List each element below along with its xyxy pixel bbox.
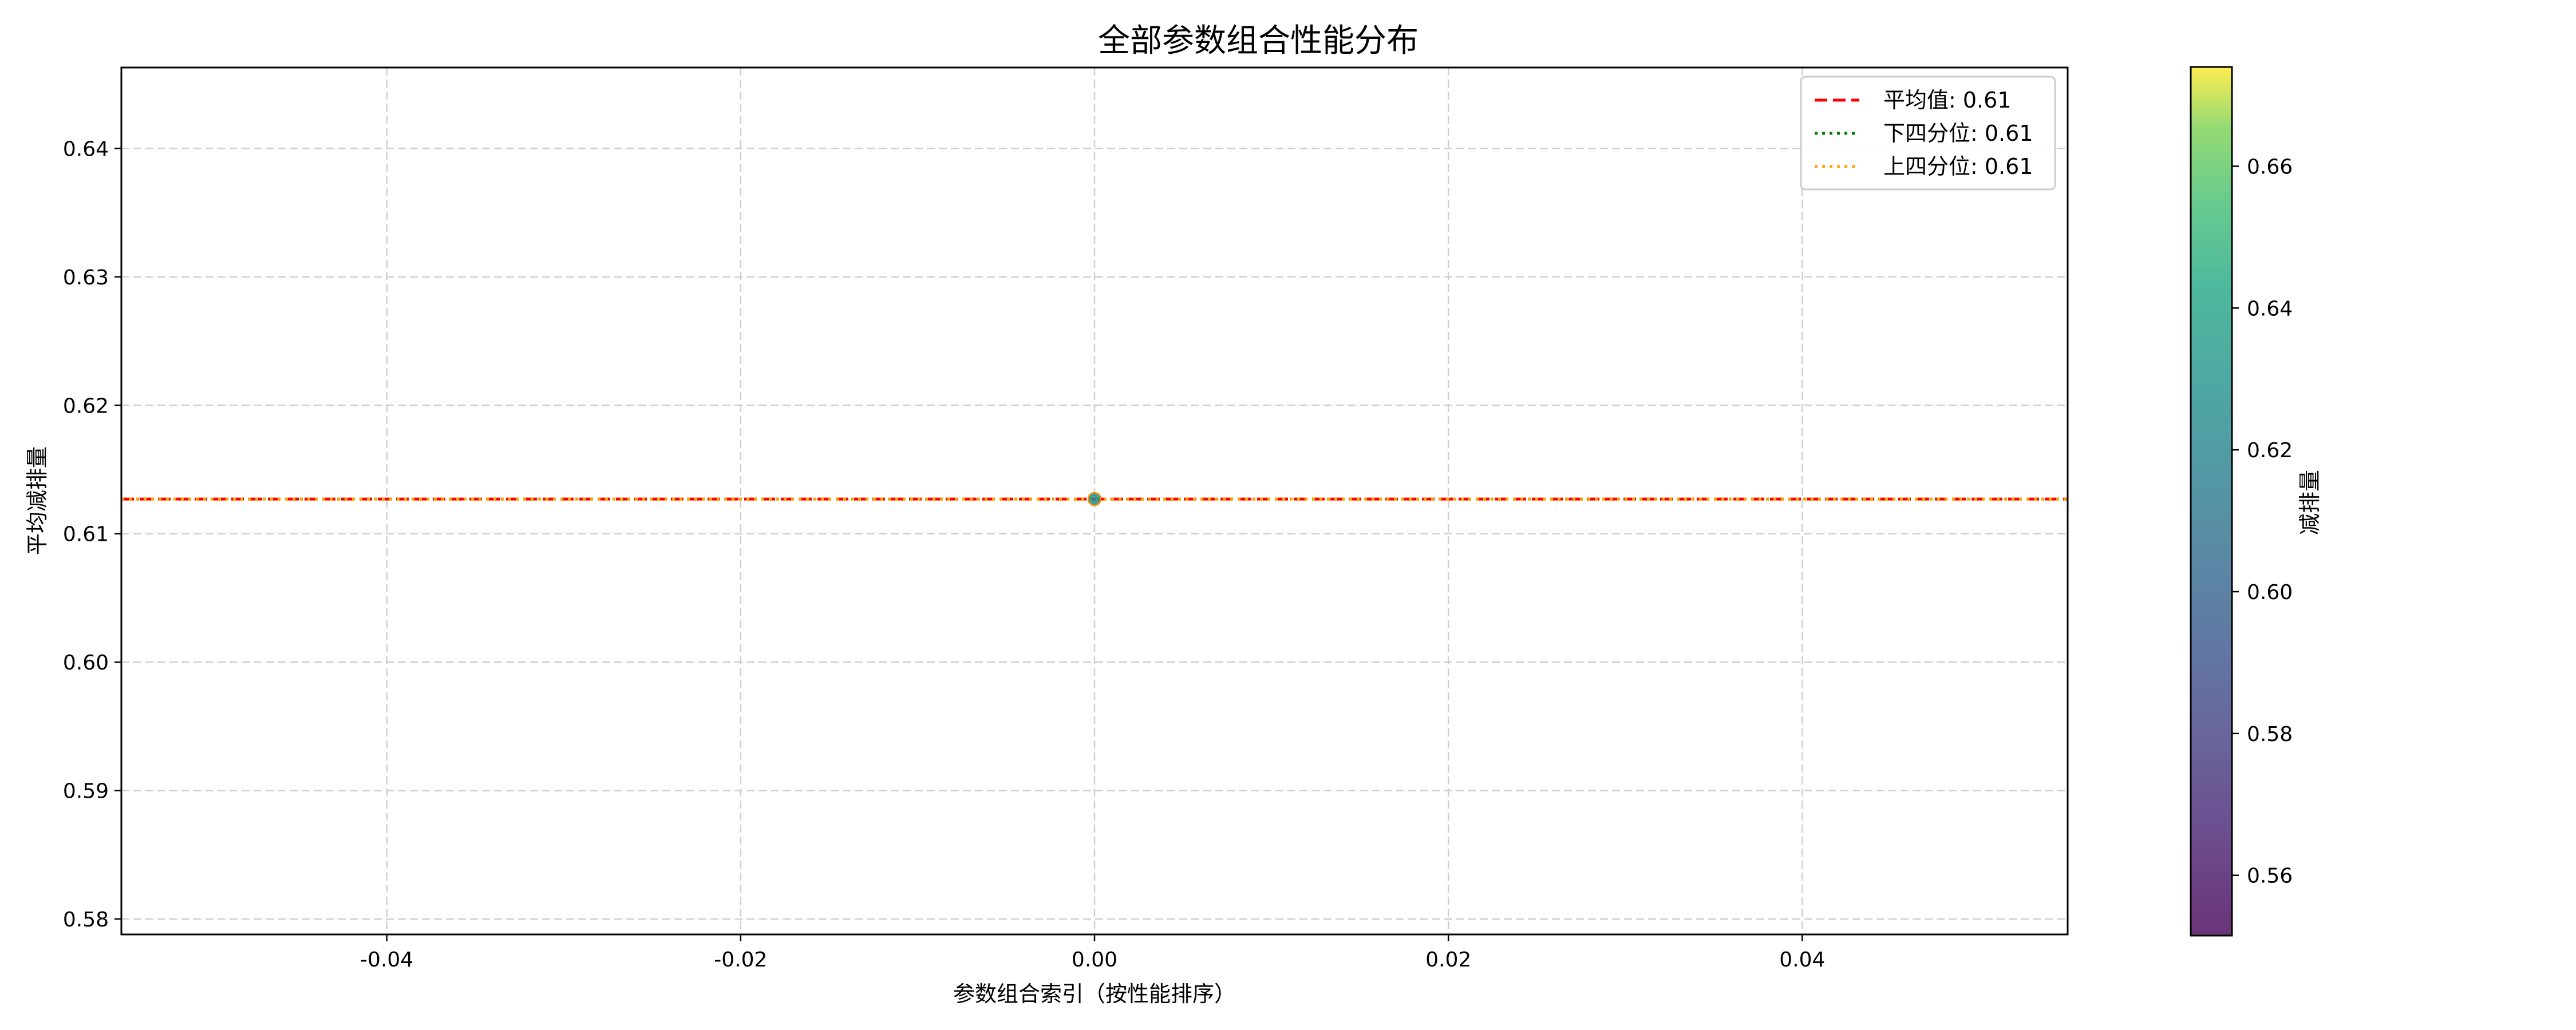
colorbar-tick-label: 0.58 <box>2247 723 2293 746</box>
y-tick-label: 0.62 <box>63 394 109 418</box>
colorbar-tick-label: 0.62 <box>2247 439 2293 462</box>
x-tick-label: -0.02 <box>714 948 767 972</box>
x-axis-label: 参数组合索引（按性能排序） <box>953 981 1236 1007</box>
y-tick-label: 0.58 <box>63 908 109 932</box>
y-tick-label: 0.64 <box>63 137 109 161</box>
legend-box <box>1800 76 2056 191</box>
y-axis-label: 平均减排量 <box>25 446 50 555</box>
colorbar-gradient <box>2190 66 2233 937</box>
colorbar-tick-label: 0.64 <box>2247 297 2293 320</box>
data-point <box>1087 492 1102 506</box>
colorbar: 0.56 0.58 0.60 0.62 0.64 0.66 减排量 <box>2190 66 2322 937</box>
x-tick-label: 0.00 <box>1072 948 1117 972</box>
legend-entry-label: 下四分位: 0.61 <box>1883 121 2033 146</box>
colorbar-ticks: 0.56 0.58 0.60 0.62 0.64 0.66 <box>2232 155 2293 888</box>
x-axis-ticks: -0.04 -0.02 0.00 0.02 0.04 <box>360 934 1825 972</box>
x-tick-label: 0.04 <box>1779 948 1825 972</box>
legend-entry-label: 上四分位: 0.61 <box>1883 154 2033 179</box>
colorbar-tick-label: 0.60 <box>2247 581 2293 604</box>
y-tick-label: 0.61 <box>63 523 109 546</box>
colorbar-label: 减排量 <box>2297 470 2322 535</box>
chart-title: 全部参数组合性能分布 <box>1098 22 1419 60</box>
data-points <box>1087 492 1102 506</box>
y-axis-ticks: 0.58 0.59 0.60 0.61 0.62 0.63 0.64 <box>63 137 121 932</box>
x-tick-label: 0.02 <box>1425 948 1471 972</box>
y-tick-label: 0.63 <box>63 266 109 290</box>
y-tick-label: 0.60 <box>63 651 109 675</box>
y-tick-label: 0.59 <box>63 780 109 803</box>
legend: 平均值: 0.61 下四分位: 0.61 上四分位: 0.61 <box>1800 76 2056 191</box>
colorbar-tick-label: 0.66 <box>2247 155 2293 179</box>
x-tick-label: -0.04 <box>360 948 413 972</box>
legend-entry-label: 平均值: 0.61 <box>1883 88 2012 113</box>
colorbar-tick-label: 0.56 <box>2247 865 2293 888</box>
